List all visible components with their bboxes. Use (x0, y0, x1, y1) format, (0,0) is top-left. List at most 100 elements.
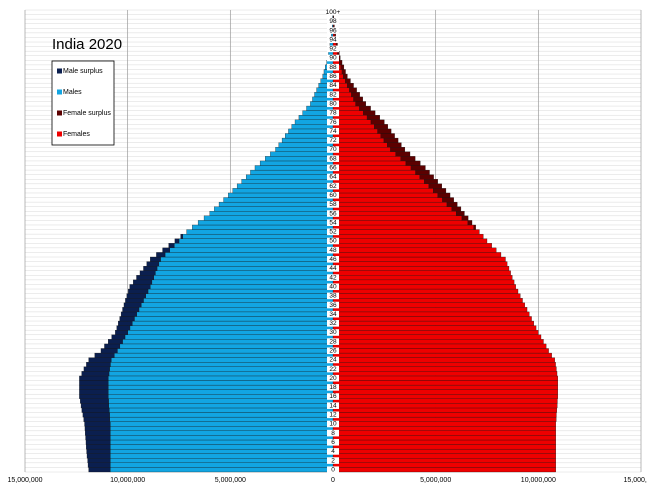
legend-box (51, 60, 115, 146)
legend-swatch (57, 89, 62, 95)
bar (332, 229, 480, 235)
label-bg (327, 45, 339, 53)
bar (347, 83, 354, 88)
bar (456, 211, 465, 216)
bar (108, 398, 334, 404)
bar (451, 206, 462, 212)
bar (241, 179, 334, 184)
bar (174, 238, 180, 244)
bar (340, 64, 345, 70)
bar (115, 330, 128, 335)
bar (168, 243, 175, 249)
legend-label: Female surplus (63, 110, 111, 117)
bar (281, 137, 334, 143)
label-bg (327, 173, 339, 181)
x-tick-label: 5,000,000 (215, 477, 246, 484)
bar (141, 302, 334, 308)
bar (192, 224, 334, 230)
label-bg (327, 365, 339, 373)
bar (332, 183, 430, 189)
bar (332, 426, 556, 431)
bar (83, 416, 110, 422)
bar (110, 435, 334, 441)
bar (355, 101, 367, 107)
y-tick-label: 24 (329, 357, 337, 364)
bar (143, 298, 334, 303)
bar (332, 311, 530, 317)
bar (332, 275, 513, 281)
bar (129, 284, 151, 290)
bar (109, 416, 334, 422)
bar (209, 211, 334, 216)
bar (332, 151, 396, 157)
bar (341, 69, 346, 75)
label-bg (327, 347, 339, 355)
bar (461, 215, 469, 221)
bar (332, 462, 556, 468)
bar (332, 284, 516, 290)
label-bg (327, 155, 339, 162)
bar (332, 238, 488, 244)
bar (366, 115, 380, 120)
bars (79, 9, 558, 473)
chart-title: India 2020 (52, 36, 122, 53)
label-bg (327, 320, 339, 327)
bar (265, 156, 334, 162)
bar (332, 288, 519, 294)
label-bg (327, 393, 339, 400)
bar (332, 403, 558, 409)
y-tick-label: 98 (329, 18, 337, 25)
y-tick-label: 92 (329, 46, 337, 53)
label-bg (327, 201, 339, 208)
bar (228, 192, 334, 198)
bar (85, 439, 111, 445)
bar (332, 124, 375, 130)
y-tick-label: 100+ (326, 9, 341, 16)
bar (332, 261, 508, 267)
x-tick-label: 10,000,000 (110, 477, 145, 484)
bar (332, 448, 556, 454)
bar (380, 133, 395, 139)
bar (332, 375, 558, 381)
bar (156, 266, 334, 271)
bar (136, 311, 334, 317)
bar (433, 188, 447, 194)
y-tick-label: 78 (329, 110, 337, 117)
y-tick-label: 8 (331, 430, 335, 437)
bar (116, 325, 131, 331)
bar (332, 247, 497, 253)
bar (245, 174, 334, 180)
bar (275, 147, 334, 152)
bar (332, 147, 391, 152)
bar (405, 160, 421, 166)
bar (138, 307, 334, 313)
label-bg (327, 91, 339, 98)
bar (169, 247, 334, 253)
bar (332, 224, 474, 230)
bar (332, 325, 537, 331)
bar (353, 96, 363, 102)
bar (86, 362, 111, 367)
bar (118, 320, 133, 326)
bar (84, 421, 111, 427)
bar (139, 270, 156, 276)
bar (332, 298, 523, 303)
bar (109, 407, 334, 413)
y-tick-label: 6 (331, 439, 335, 446)
bar (349, 87, 357, 93)
bar (332, 233, 484, 239)
label-bg (327, 356, 339, 364)
bar (415, 169, 430, 175)
label-bg (327, 27, 339, 34)
label-bg (327, 384, 339, 391)
bar (79, 375, 109, 381)
bar (84, 426, 111, 431)
bar (110, 462, 334, 468)
bar (332, 421, 556, 427)
label-bg (327, 127, 339, 135)
y-tick-label: 0 (331, 466, 335, 473)
bar (133, 279, 153, 285)
bar (150, 284, 334, 290)
bar (332, 430, 556, 436)
label-bg (327, 18, 339, 25)
